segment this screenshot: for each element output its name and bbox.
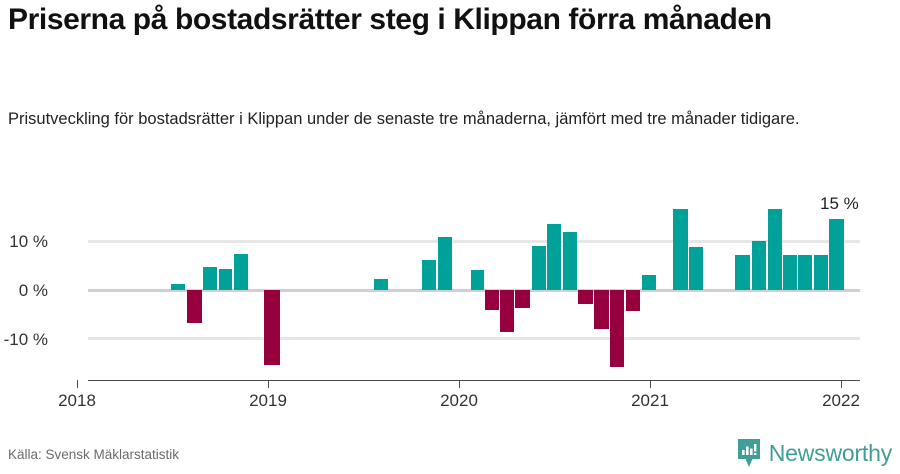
bar[interactable] <box>264 290 280 365</box>
bar[interactable] <box>735 255 750 290</box>
x-axis-tick-label: 2020 <box>440 391 478 410</box>
bar[interactable] <box>547 223 561 290</box>
bar[interactable] <box>578 290 593 304</box>
bar[interactable] <box>532 246 546 290</box>
bar[interactable] <box>610 290 624 367</box>
x-axis-tick <box>77 380 78 388</box>
x-axis-tick <box>841 380 842 388</box>
gridline-10 <box>88 239 860 243</box>
bar[interactable] <box>594 290 609 330</box>
newsworthy-logo[interactable]: Newsworthy <box>737 438 892 468</box>
bar[interactable] <box>829 218 844 290</box>
page-title: Priserna på bostadsrätter steg i Klippan… <box>8 3 772 36</box>
gridline-0 <box>88 288 860 292</box>
x-axis-line <box>88 380 860 381</box>
bar[interactable] <box>471 269 484 290</box>
y-axis-label: 0 % <box>18 281 48 300</box>
x-axis-tick-label: 2022 <box>822 391 860 410</box>
bar[interactable] <box>187 290 202 323</box>
last-value-annotation: 15 % <box>820 194 859 213</box>
newsworthy-bar-chart-pin-icon <box>737 438 761 468</box>
x-axis-tick <box>650 380 651 388</box>
bar[interactable] <box>768 208 782 290</box>
newsworthy-logo-text: Newsworthy <box>768 439 892 466</box>
bar[interactable] <box>689 246 703 290</box>
x-axis-tick-label: 2021 <box>631 391 669 410</box>
bar[interactable] <box>219 268 232 290</box>
bar[interactable] <box>171 284 185 290</box>
x-axis-tick-label: 2018 <box>58 391 96 410</box>
page-subtitle: Prisutveckling för bostadsrätter i Klipp… <box>8 110 800 128</box>
bar[interactable] <box>374 279 388 290</box>
bar[interactable] <box>234 253 248 290</box>
bar[interactable] <box>485 290 499 311</box>
bar[interactable] <box>752 241 766 290</box>
bar[interactable] <box>783 255 797 290</box>
y-axis-label: 10 % <box>9 232 48 252</box>
plot-area: 10 % 0 % -10 % 15 % <box>4 188 860 373</box>
bar[interactable] <box>203 266 217 290</box>
bar[interactable] <box>673 208 688 290</box>
bar[interactable] <box>438 237 452 290</box>
gridline--10 <box>88 337 860 341</box>
source-note: Källa: Svensk Mäklarstatistik <box>8 447 180 462</box>
bar-chart: 10 % 0 % -10 % 15 % 2018 2019 2020 2021 2022 <box>0 180 900 420</box>
bar[interactable] <box>814 255 828 290</box>
x-axis-tick <box>459 380 460 388</box>
bar[interactable] <box>500 290 514 332</box>
bar[interactable] <box>563 232 577 290</box>
bar[interactable] <box>422 259 436 290</box>
y-axis-label: -10 % <box>3 329 48 349</box>
x-axis-tick-label: 2019 <box>249 391 287 410</box>
x-axis-tick <box>268 380 269 388</box>
bar[interactable] <box>626 290 640 311</box>
bar[interactable] <box>642 274 656 290</box>
bar[interactable] <box>515 290 530 308</box>
bar[interactable] <box>798 255 812 290</box>
